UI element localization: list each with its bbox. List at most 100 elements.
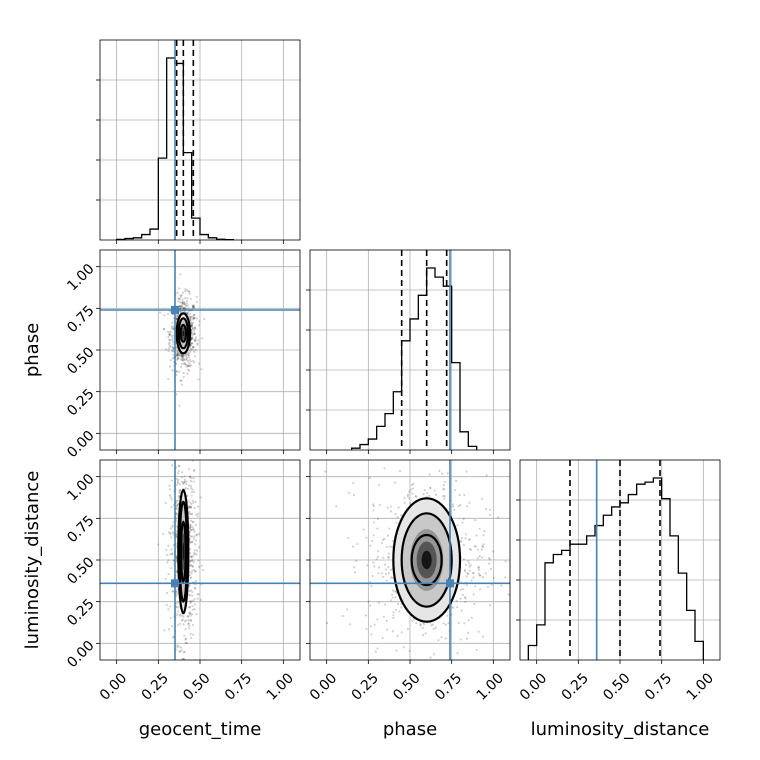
scatter-point — [176, 313, 179, 316]
scatter-point — [176, 315, 179, 318]
scatter-point — [192, 554, 195, 557]
scatter-point — [463, 570, 467, 573]
scatter-point — [167, 628, 171, 631]
scatter-point — [389, 576, 393, 579]
scatter-point — [186, 364, 190, 367]
scatter-point — [172, 590, 175, 593]
scatter-point — [168, 333, 171, 336]
scatter-point — [180, 614, 183, 617]
scatter-point — [469, 548, 473, 551]
scatter-point — [371, 574, 374, 578]
scatter-point — [189, 612, 192, 615]
scatter-point — [463, 568, 467, 572]
scatter-point — [353, 566, 356, 569]
scatter-point — [182, 657, 185, 660]
scatter-point — [428, 494, 431, 497]
ytick-label-luminosity_distance: 0.25 — [64, 596, 97, 629]
scatter-point — [419, 623, 422, 626]
scatter-point — [192, 528, 195, 531]
scatter-point — [408, 497, 411, 500]
scatter-point — [191, 528, 195, 531]
scatter-point — [476, 548, 479, 551]
scatter-point — [376, 517, 379, 520]
scatter-point — [175, 499, 178, 502]
joint-geocent_time-vs-luminosity_distance-truth-marker — [171, 579, 179, 588]
scatter-point — [400, 631, 403, 634]
scatter-point — [170, 325, 173, 328]
scatter-point — [192, 520, 195, 524]
scatter-point — [180, 294, 183, 297]
scatter-point — [391, 576, 394, 580]
scatter-point — [372, 561, 375, 564]
scatter-point — [165, 548, 168, 551]
scatter-point — [198, 546, 201, 549]
scatter-point — [443, 480, 446, 484]
scatter-point — [349, 623, 352, 626]
scatter-point — [188, 362, 191, 365]
scatter-point — [186, 364, 190, 368]
scatter-point — [390, 593, 394, 596]
scatter-point — [480, 548, 483, 551]
scatter-point — [192, 338, 195, 341]
scatter-point — [176, 624, 179, 627]
scatter-point — [351, 545, 355, 548]
scatter-point — [185, 304, 188, 308]
scatter-point — [196, 597, 199, 600]
scatter-point — [171, 369, 174, 372]
scatter-point — [194, 326, 197, 329]
scatter-point — [183, 357, 186, 360]
scatter-point — [180, 362, 184, 366]
scatter-point — [440, 635, 443, 639]
scatter-point — [191, 623, 195, 627]
scatter-point — [475, 534, 478, 537]
scatter-point — [178, 370, 181, 373]
scatter-point — [187, 445, 189, 447]
scatter-point — [181, 302, 184, 305]
scatter-point — [428, 473, 431, 476]
scatter-point — [368, 476, 371, 479]
scatter-point — [382, 556, 385, 559]
scatter-point — [365, 536, 368, 539]
scatter-point — [191, 520, 194, 524]
scatter-point — [188, 590, 191, 593]
scatter-point — [166, 561, 169, 564]
scatter-point — [468, 501, 471, 504]
scatter-point — [189, 600, 192, 603]
scatter-point — [184, 638, 187, 641]
scatter-point — [167, 573, 170, 576]
scatter-point — [192, 304, 196, 307]
scatter-point — [165, 553, 168, 557]
xtick-label-phase: 0.75 — [432, 670, 465, 703]
scatter-point — [467, 559, 470, 563]
scatter-point — [356, 542, 359, 546]
scatter-point — [188, 560, 192, 563]
scatter-point — [189, 560, 192, 563]
scatter-point — [411, 619, 414, 622]
scatter-point — [176, 349, 179, 352]
scatter-point — [185, 483, 188, 486]
scatter-point — [191, 594, 194, 597]
scatter-point — [181, 482, 185, 486]
scatter-point — [488, 513, 492, 517]
scatter-point — [190, 322, 194, 325]
scatter-point — [193, 329, 196, 332]
scatter-point — [188, 527, 192, 530]
scatter-point — [352, 481, 355, 485]
density-level-4 — [182, 330, 185, 337]
scatter-point — [178, 622, 182, 625]
scatter-point — [180, 471, 184, 474]
scatter-point — [192, 313, 196, 316]
scatter-point — [196, 317, 199, 320]
scatter-point — [199, 496, 202, 499]
scatter-point — [387, 552, 390, 555]
scatter-point — [182, 359, 185, 362]
scatter-point — [324, 470, 327, 473]
scatter-point — [192, 537, 196, 540]
scatter-point — [482, 543, 485, 546]
scatter-point — [370, 633, 373, 636]
ytick-label-luminosity_distance: 0.00 — [64, 638, 97, 671]
scatter-point — [442, 622, 445, 625]
scatter-point — [188, 475, 192, 478]
scatter-point — [492, 576, 496, 580]
scatter-point — [429, 656, 432, 659]
